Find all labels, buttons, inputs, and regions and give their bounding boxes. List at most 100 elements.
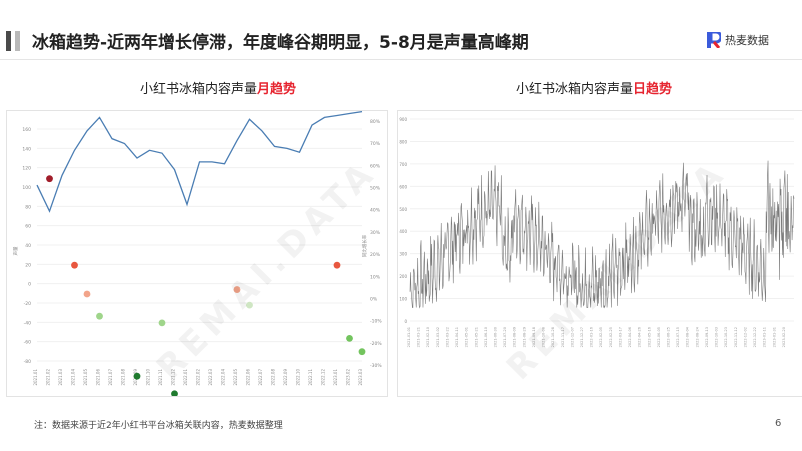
monthly-chart-title-highlight: 月趋势 <box>257 82 297 97</box>
x-tick-label: 2021.07 <box>108 369 113 386</box>
x-tick-label: 2022-12-22 <box>753 327 757 347</box>
growth-point <box>133 372 141 380</box>
y-tick-label: 80 <box>25 204 31 210</box>
x-tick-label: 2021-05-01 <box>465 327 469 347</box>
x-tick-label: 2021-03-02 <box>436 327 440 347</box>
header-divider <box>0 59 802 60</box>
y-tick-label: -60 <box>24 340 31 346</box>
y-tick-label: 200 <box>399 274 407 279</box>
header-accent-bar <box>15 31 20 51</box>
daily-volume-line <box>409 160 795 309</box>
x-tick-label: 2021.01 <box>33 369 38 386</box>
growth-point <box>246 301 253 309</box>
daily-chart-panel: 900 800 700 600 500 400 300 200 100 0 2021-01-01 20… <box>397 110 802 397</box>
x-tick-label: 2021-03-22 <box>445 327 449 347</box>
x-tick-label: 2022-03-17 <box>618 327 622 347</box>
y2-tick-label: 40% <box>370 208 381 214</box>
growth-point <box>346 334 353 342</box>
x-tick-label: 2021-12-27 <box>580 327 584 347</box>
y2-tick-label: 50% <box>370 186 381 192</box>
x-tick-label: 2021-04-11 <box>455 327 459 347</box>
x-tick-label: 2022-10-03 <box>715 327 719 347</box>
x-tick-label: 2022-12-02 <box>743 327 747 347</box>
x-tick-label: 2021-10-08 <box>542 327 546 347</box>
x-tick-label: 2023.01 <box>333 369 338 386</box>
x-tick-label: 2021.11 <box>158 369 163 386</box>
daily-chart-title: 小红书冰箱内容声量日趋势 <box>516 78 672 97</box>
y2-tick-label: 0% <box>370 296 378 302</box>
x-tick-label: 2021.10 <box>146 369 151 386</box>
y2-tick-label: 60% <box>370 163 381 169</box>
x-tick-label: 2021.08 <box>121 369 126 386</box>
monthly-chart: 160 140 120 100 80 60 40 20 0 -20 -40 -60 -80 80% 70% 6… <box>12 110 382 436</box>
monthly-chart-panel: 160 140 120 100 80 60 40 20 0 -20 -40 -60 -80 80% 70% 6… <box>6 110 388 436</box>
y2-tick-label: -20% <box>370 341 382 347</box>
y-tick-label: 500 <box>399 207 407 212</box>
x-tick-label: 2022-09-13 <box>705 327 709 347</box>
x-tick-label: 2021.03 <box>58 369 63 386</box>
x-tick-label: 2022.04 <box>221 369 226 386</box>
x-tick-label: 2022.07 <box>258 369 263 386</box>
y-tick-label: 800 <box>399 139 407 144</box>
daily-chart-title-prefix: 小红书冰箱内容声量 <box>516 82 634 97</box>
growth-point <box>333 261 341 269</box>
y2-tick-label: -30% <box>370 363 382 369</box>
x-tick-label: 2022-05-16 <box>647 327 651 347</box>
x-tick-label: 2023-02-20 <box>782 327 786 347</box>
growth-point <box>158 319 166 327</box>
x-tick-label: 2021-11-17 <box>561 327 565 347</box>
volume-line <box>36 110 363 213</box>
y-tick-label: 60 <box>25 224 31 230</box>
y-tick-label: 900 <box>399 117 407 122</box>
growth-point <box>83 290 91 298</box>
x-tick-label: 2021-08-29 <box>522 327 526 347</box>
x-tick-label: 2022.03 <box>208 369 213 386</box>
x-tick-label: 2023-01-31 <box>772 327 776 347</box>
y-tick-label: 700 <box>399 162 407 167</box>
y-axis-label: 声量 <box>12 246 19 255</box>
y-tick-label: 20 <box>25 262 31 268</box>
y-tick-label: 40 <box>25 243 31 249</box>
x-tick-label: 2021-06-30 <box>494 327 498 347</box>
growth-point <box>96 312 103 320</box>
x-tick-label: 2021.12 <box>171 369 176 386</box>
x-tick-label: 2022.02 <box>196 369 201 386</box>
x-tick-label: 2022-06-05 <box>657 327 661 347</box>
y2-tick-label: 80% <box>370 119 381 125</box>
x-tick-label: 2022-06-25 <box>667 327 671 347</box>
y2-tick-label: 10% <box>370 274 381 280</box>
x-tick-label: 2022.09 <box>283 369 288 386</box>
y-tick-label: -40 <box>24 320 31 326</box>
x-tick-label: 2021-06-10 <box>484 327 488 347</box>
x-tick-label: 2021-05-21 <box>474 327 478 347</box>
x-tick-label: 2022-04-26 <box>638 327 642 347</box>
x-tick-label: 2021-12-07 <box>570 327 574 347</box>
y-tick-label: 100 <box>22 185 31 191</box>
brand-name: 热麦数据 <box>725 34 769 47</box>
y-tick-label: 100 <box>399 297 407 302</box>
x-tick-label: 2021-07-20 <box>503 327 507 347</box>
x-tick-label: 2022-08-24 <box>695 326 699 347</box>
x-tick-label: 2022-08-04 <box>686 326 690 347</box>
growth-point <box>171 390 178 398</box>
x-tick-label: 2021-01-21 <box>417 327 421 347</box>
y2-tick-label: 30% <box>370 230 381 236</box>
x-tick-label: 2022-11-12 <box>734 327 738 347</box>
y2-tick-label: -10% <box>370 319 382 325</box>
x-tick-label: 2022-02-25 <box>609 327 613 347</box>
header-accent-bar <box>6 31 11 51</box>
x-tick-label: 2021-02-10 <box>426 327 430 347</box>
growth-point <box>71 261 78 269</box>
x-tick-label: 2022-10-23 <box>724 327 728 347</box>
growth-point <box>358 348 366 356</box>
x-tick-label: 2023.02 <box>346 369 351 386</box>
x-tick-label: 2022-04-06 <box>628 327 632 347</box>
y-tick-label: 120 <box>22 166 31 172</box>
y-tick-label: 600 <box>399 184 407 189</box>
y-tick-label: 0 <box>404 319 407 324</box>
y-tick-label: -20 <box>24 301 31 307</box>
x-tick-label: 2021.05 <box>83 369 88 386</box>
footnote: 注：数据来源于近2年小红书平台冰箱关联内容，热麦数据整理 <box>34 421 283 431</box>
y-tick-label: 160 <box>22 127 31 133</box>
